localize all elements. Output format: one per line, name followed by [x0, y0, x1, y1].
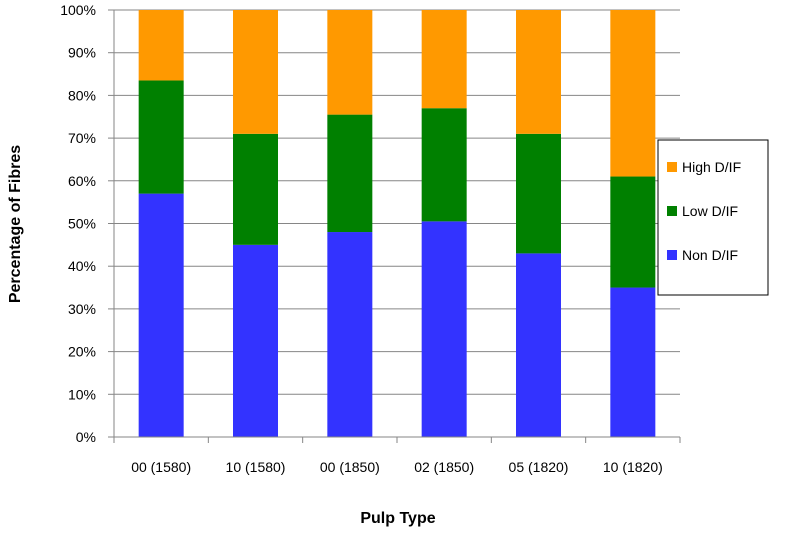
x-axis-title: Pulp Type [360, 510, 435, 527]
y-tick-labels: 0% 10% 20% 30% 40% 50% 60% 70% 80% 90% 100% [60, 2, 96, 445]
legend-label: High D/IF [682, 159, 741, 175]
y-axis-title: Percentage of Fibres [7, 145, 24, 303]
axes [108, 9, 681, 443]
bar-segment [516, 10, 561, 134]
bar-segment [516, 253, 561, 437]
legend-label: Non D/IF [682, 247, 738, 263]
y-tick-label: 30% [68, 301, 96, 317]
y-tick-label: 50% [68, 216, 96, 232]
x-tick-label: 00 (1850) [320, 459, 380, 475]
y-tick-label: 100% [60, 2, 96, 18]
y-tick-label: 90% [68, 45, 96, 61]
gridlines [114, 9, 680, 438]
bar-segment [327, 232, 373, 437]
y-tick-label: 80% [68, 87, 96, 103]
bar-segment [138, 80, 184, 194]
bar-segment [138, 193, 184, 437]
y-tick-label: 20% [68, 344, 96, 360]
bar-segment [421, 10, 467, 109]
x-tick-label: 05 (1820) [509, 459, 569, 475]
x-tick-label: 10 (1580) [226, 459, 286, 475]
bar-segment [233, 10, 278, 134]
legend-swatch [667, 162, 677, 172]
bar-segment [233, 133, 278, 245]
bar-segment [138, 10, 184, 81]
bar-segment [610, 10, 656, 177]
y-tick-label: 10% [68, 386, 96, 402]
bars [138, 10, 656, 437]
x-tick-label: 02 (1850) [414, 459, 474, 475]
legend-swatch [667, 206, 677, 216]
bar-segment [610, 287, 656, 437]
bar-segment [233, 244, 278, 437]
x-tick-labels: 00 (1580) 10 (1580) 00 (1850) 02 (1850) 05 (… [131, 459, 663, 475]
x-tick-label: 00 (1580) [131, 459, 191, 475]
bar-segment [516, 133, 561, 254]
y-tick-label: 0% [76, 429, 96, 445]
bar-segment [421, 221, 467, 437]
y-tick-label: 40% [68, 258, 96, 274]
bar-segment [327, 114, 373, 233]
bar-segment [610, 176, 656, 288]
legend: High D/IF Low D/IF Non D/IF [657, 139, 769, 296]
legend-swatch [667, 250, 677, 260]
bar-segment [421, 108, 467, 222]
y-tick-label: 70% [68, 130, 96, 146]
x-tick-label: 10 (1820) [603, 459, 663, 475]
legend-label: Low D/IF [682, 203, 738, 219]
bar-segment [327, 10, 373, 115]
y-tick-label: 60% [68, 173, 96, 189]
